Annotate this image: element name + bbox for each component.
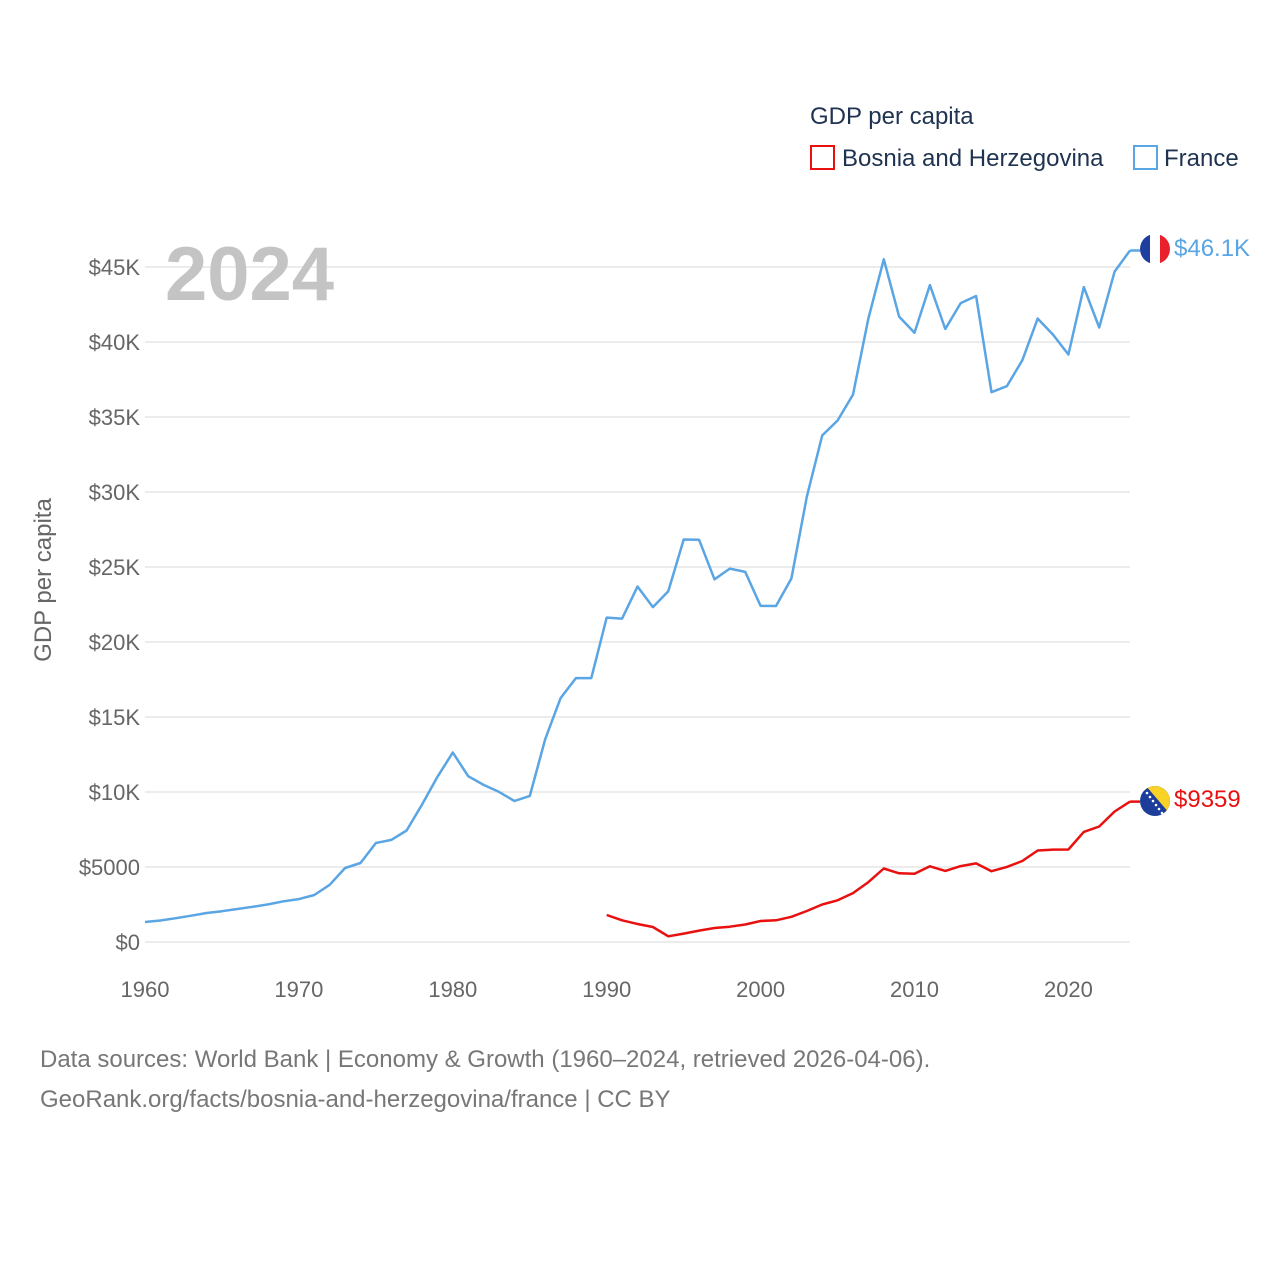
- x-tick-label: 1980: [428, 977, 477, 1002]
- y-tick-label: $25K: [89, 555, 141, 580]
- y-tick-label: $0: [116, 930, 140, 955]
- series-line-bosnia[interactable]: [606, 800, 1131, 938]
- y-axis-ticks: $0 $5000 $10K $15K $20K $25K $30K $35K $40K $45K: [79, 255, 141, 955]
- y-axis-label: GDP per capita: [30, 498, 57, 662]
- source-line-1: Data sources: World Bank | Economy & Gro…: [40, 1046, 931, 1073]
- y-tick-label: $10K: [89, 780, 141, 805]
- y-tick-label: $35K: [89, 405, 141, 430]
- legend-item-bosnia[interactable]: Bosnia and Herzegovina: [810, 145, 1104, 172]
- year-label: 2024: [165, 232, 334, 317]
- x-tick-label: 2010: [890, 977, 939, 1002]
- legend-swatch-bosnia: [810, 145, 835, 170]
- legend-swatch-france: [1133, 145, 1158, 170]
- source-note: Data sources: World Bank | Economy & Gro…: [40, 1040, 930, 1120]
- x-tick-label: 1990: [582, 977, 631, 1002]
- grid-lines: [145, 266, 1130, 943]
- x-axis-ticks: 1960 1970 1980 1990 2000 2010 2020: [121, 977, 1093, 1002]
- y-tick-label: $20K: [89, 630, 141, 655]
- france-flag-icon: [1140, 234, 1170, 264]
- legend-label-france: France: [1164, 145, 1239, 172]
- bosnia-flag-icon: [1140, 786, 1170, 816]
- y-tick-label: $40K: [89, 330, 141, 355]
- x-tick-label: 1970: [274, 977, 323, 1002]
- x-tick-label: 2020: [1044, 977, 1093, 1002]
- legend-title: GDP per capita: [810, 103, 974, 130]
- legend-label-bosnia: Bosnia and Herzegovina: [842, 145, 1104, 172]
- source-line-2[interactable]: GeoRank.org/facts/bosnia-and-herzegovina…: [40, 1086, 671, 1113]
- y-tick-label: $5000: [79, 855, 140, 880]
- x-tick-label: 1960: [121, 977, 170, 1002]
- series-lines: [144, 249, 1140, 938]
- legend: GDP per capita Bosnia and Herzegovina Fr…: [810, 103, 1239, 172]
- x-tick-label: 2000: [736, 977, 785, 1002]
- legend-item-france[interactable]: France: [1133, 145, 1239, 172]
- y-tick-label: $45K: [89, 255, 141, 280]
- end-label-france: $46.1K: [1174, 235, 1250, 262]
- end-label-bosnia: $9359: [1174, 786, 1241, 813]
- y-tick-label: $15K: [89, 705, 141, 730]
- y-tick-label: $30K: [89, 480, 141, 505]
- series-line-france[interactable]: [144, 249, 1132, 924]
